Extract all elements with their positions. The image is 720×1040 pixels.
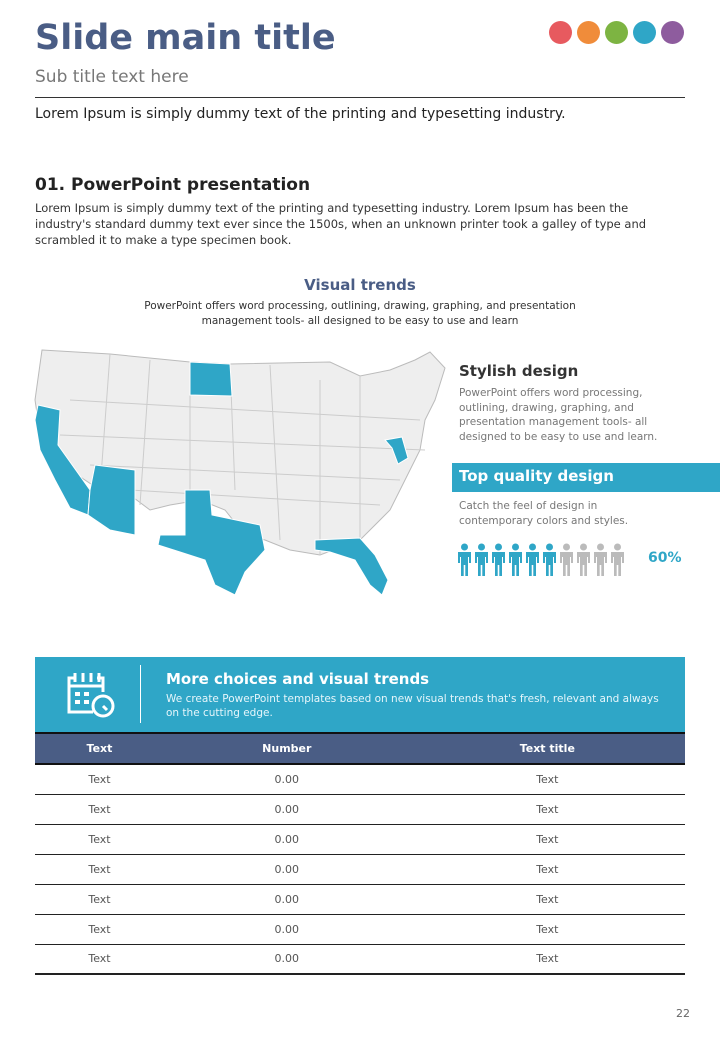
table-cell: Text: [409, 944, 685, 975]
table-row: Text 0.00 Text: [35, 944, 685, 975]
color-dot: [549, 21, 572, 44]
data-table: Text Number Text title Text 0.00 Text Text 0…: [35, 732, 685, 975]
table-cell: 0.00: [163, 794, 410, 825]
table-cell: Text: [35, 914, 164, 945]
state-maryland: [384, 436, 409, 465]
section-title: 01. PowerPoint presentation: [35, 175, 311, 195]
table-cell: Text: [409, 914, 685, 945]
person-icon: [492, 543, 505, 576]
table-cell: Text: [409, 854, 685, 885]
state-borders: [59, 353, 426, 555]
table-cell: 0.00: [163, 914, 410, 945]
quality-title: Top quality design: [452, 463, 720, 492]
table-row: Text 0.00 Text: [35, 764, 685, 795]
person-icon: [577, 543, 590, 576]
person-icon: [475, 543, 488, 576]
page-subtitle: Sub title text here: [35, 67, 189, 87]
divider: [35, 97, 685, 98]
color-dot: [577, 21, 600, 44]
banner-body: We create PowerPoint templates based on …: [166, 693, 659, 719]
visual-title: Visual trends: [304, 276, 416, 294]
state-texas: [157, 489, 266, 596]
table-cell: 0.00: [163, 944, 410, 975]
stylish-title: Stylish design: [459, 362, 579, 380]
page-title: Slide main title: [35, 18, 336, 58]
table-cell: Text: [409, 824, 685, 855]
state-california: [34, 404, 91, 516]
table-cell: Text: [35, 854, 164, 885]
table-cell: Text: [409, 794, 685, 825]
table-row: Text 0.00 Text: [35, 824, 685, 855]
table-cell: Text: [35, 944, 164, 975]
column-header: Text title: [409, 732, 685, 765]
color-dot: [605, 21, 628, 44]
table-row: Text 0.00 Text: [35, 854, 685, 885]
table-cell: 0.00: [163, 824, 410, 855]
section-body: Lorem Ipsum is simply dummy text of the …: [35, 201, 647, 247]
color-dot: [633, 21, 656, 44]
stylish-body: PowerPoint offers word processing, outli…: [459, 387, 658, 443]
state-florida: [314, 537, 389, 596]
person-icon: [458, 543, 471, 576]
color-dots: [549, 21, 684, 44]
table-cell: Text: [409, 884, 685, 915]
state-arizona: [87, 464, 136, 536]
calendar-clock-icon: [67, 673, 115, 718]
person-icon: [526, 543, 539, 576]
page-number: 22: [676, 1007, 690, 1020]
us-map: [34, 349, 446, 596]
table-cell: Text: [35, 794, 164, 825]
table-cell: 0.00: [163, 884, 410, 915]
person-icon: [509, 543, 522, 576]
table-cell: Text: [35, 764, 164, 795]
table-cell: Text: [409, 764, 685, 795]
column-header: Number: [163, 732, 410, 765]
table-cell: Text: [35, 824, 164, 855]
info-banner: More choices and visual trends We create…: [35, 657, 685, 732]
color-dot: [661, 21, 684, 44]
person-icon: [611, 543, 624, 576]
table-cell: 0.00: [163, 854, 410, 885]
quality-body: Catch the feel of design in contemporary…: [459, 500, 629, 527]
intro-text: Lorem Ipsum is simply dummy text of the …: [35, 106, 566, 122]
table-cell: 0.00: [163, 764, 410, 795]
person-icon: [594, 543, 607, 576]
column-header: Text: [35, 732, 164, 765]
person-icon: [560, 543, 573, 576]
percent-label: 60%: [648, 550, 682, 566]
person-icon: [543, 543, 556, 576]
table-cell: Text: [35, 884, 164, 915]
table-row: Text 0.00 Text: [35, 914, 685, 945]
banner-title: More choices and visual trends: [166, 670, 430, 688]
visual-subtitle: PowerPoint offers word processing, outli…: [144, 300, 576, 327]
banner-divider: [140, 665, 141, 723]
people-gauge: [457, 543, 625, 577]
table-row: Text 0.00 Text: [35, 884, 685, 915]
table-row: Text 0.00 Text: [35, 794, 685, 825]
state-north-dakota: [189, 361, 233, 397]
